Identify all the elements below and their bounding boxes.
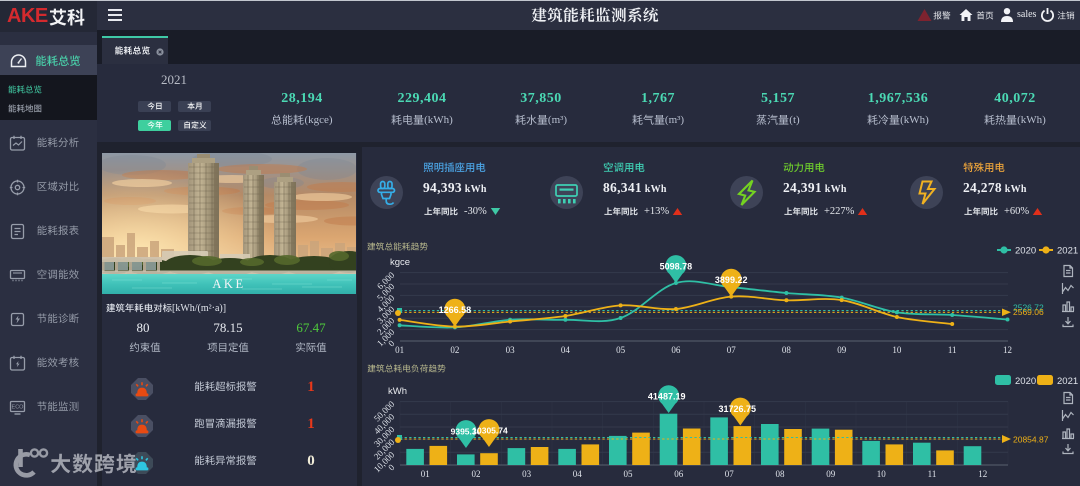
svg-text:12: 12 — [978, 469, 987, 479]
svg-text:2021: 2021 — [1057, 376, 1078, 387]
svg-text:08: 08 — [782, 345, 792, 355]
svg-text:02: 02 — [450, 345, 459, 355]
svg-text:10: 10 — [892, 345, 902, 355]
svg-text:05: 05 — [624, 469, 634, 479]
svg-text:03: 03 — [506, 345, 515, 355]
svg-text:06: 06 — [674, 469, 684, 479]
svg-text:08: 08 — [776, 469, 786, 479]
svg-text:41487.19: 41487.19 — [648, 392, 686, 402]
svg-text:11: 11 — [928, 469, 937, 479]
svg-text:0: 0 — [386, 338, 397, 349]
svg-text:ECO: ECO — [12, 405, 25, 411]
svg-text:2020: 2020 — [1015, 246, 1036, 257]
svg-text:09: 09 — [837, 345, 847, 355]
svg-text:1266.58: 1266.58 — [439, 305, 472, 315]
svg-text:20854.87: 20854.87 — [1013, 435, 1049, 445]
svg-text:0: 0 — [386, 462, 397, 473]
svg-text:01: 01 — [421, 469, 430, 479]
svg-text:06: 06 — [671, 345, 681, 355]
svg-text:02: 02 — [472, 469, 481, 479]
svg-text:10305.74: 10305.74 — [472, 426, 508, 436]
svg-text:12: 12 — [1003, 345, 1012, 355]
svg-text:09: 09 — [826, 469, 836, 479]
svg-text:5098.78: 5098.78 — [660, 262, 693, 272]
svg-text:07: 07 — [727, 345, 737, 355]
svg-text:07: 07 — [725, 469, 735, 479]
svg-text:3899.22: 3899.22 — [715, 275, 748, 285]
svg-text:31726.75: 31726.75 — [719, 404, 757, 414]
svg-text:11: 11 — [948, 345, 957, 355]
svg-text:05: 05 — [616, 345, 626, 355]
svg-text:01: 01 — [395, 345, 404, 355]
svg-text:AKE: AKE — [212, 277, 245, 291]
svg-text:9395.36: 9395.36 — [451, 427, 482, 437]
svg-text:2021: 2021 — [1057, 246, 1078, 257]
svg-text:2569.06: 2569.06 — [1013, 307, 1044, 317]
svg-text:03: 03 — [522, 469, 532, 479]
svg-text:04: 04 — [561, 345, 571, 355]
svg-text:2020: 2020 — [1015, 376, 1036, 387]
svg-text:2526.72: 2526.72 — [1013, 303, 1044, 313]
svg-text:10: 10 — [877, 469, 887, 479]
svg-text:04: 04 — [573, 469, 583, 479]
